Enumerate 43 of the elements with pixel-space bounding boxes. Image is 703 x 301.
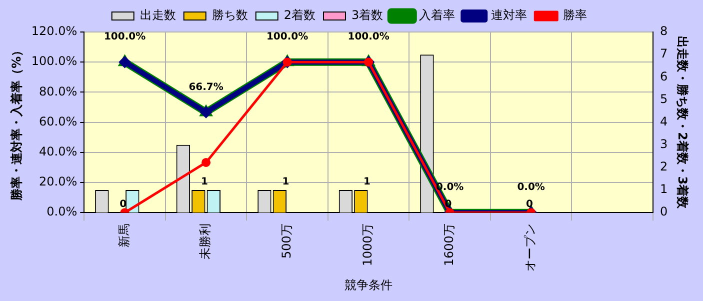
y-tick-label: 0.0%	[46, 204, 78, 219]
x-tick-label: 500万	[279, 224, 294, 259]
data-label: 0.0%	[517, 182, 545, 194]
y2-tick-label: 8	[660, 24, 668, 38]
legend-label: 2着数	[284, 8, 316, 22]
y-axis-title: 勝率・連対率・入着率（%）	[9, 44, 24, 202]
data-label: 0	[526, 199, 533, 210]
y-tick-label: 40.0%	[39, 144, 78, 159]
y-tick-label: 120.0%	[31, 24, 78, 38]
y2-tick-label: 5	[660, 92, 668, 106]
y2-tick-label: 2	[660, 160, 668, 174]
legend-label: 入着率	[419, 8, 456, 22]
y2-tick-label: 4	[660, 114, 668, 128]
x-tick-label: 1600万	[442, 224, 456, 266]
data-label: 1	[282, 176, 290, 188]
point	[202, 158, 211, 167]
y2-tick-label: 3	[660, 137, 668, 151]
x-tick-label: 新馬	[116, 224, 131, 248]
data-label: 0	[444, 199, 452, 210]
x-tick-label: 未勝利	[198, 224, 212, 260]
data-label: 100.0%	[266, 32, 308, 43]
y-tick-label: 20.0%	[39, 174, 78, 189]
y2-tick-label: 6	[660, 69, 668, 84]
y2-tick-label: 0	[660, 204, 668, 219]
data-label: 100.0%	[348, 32, 390, 43]
legend-label: 勝率	[563, 8, 588, 22]
y-tick-label: 100.0%	[31, 54, 78, 68]
legend-label: 勝ち数	[212, 8, 248, 22]
legend-label: 連対率	[491, 8, 528, 22]
legend-label: 出走数	[140, 8, 176, 22]
x-tick-label: オープン	[523, 224, 538, 272]
data-label: 1	[363, 176, 370, 188]
y2-tick-label: 1	[660, 182, 668, 196]
x-axis-title: 競争条件	[344, 278, 393, 292]
y-tick-label: 60.0%	[39, 114, 78, 128]
legend-label: 3着数	[352, 8, 384, 22]
y2-axis-title: 出走数・勝ち数・2着数・3着数	[676, 36, 690, 210]
data-label: 100.0%	[104, 32, 146, 43]
y2-tick-label: 7	[660, 46, 668, 61]
data-label: 1	[200, 176, 208, 188]
x-tick-label: 1000万	[360, 224, 375, 266]
data-label: 66.7%	[188, 82, 224, 93]
y-tick-label: 80.0%	[39, 84, 78, 98]
